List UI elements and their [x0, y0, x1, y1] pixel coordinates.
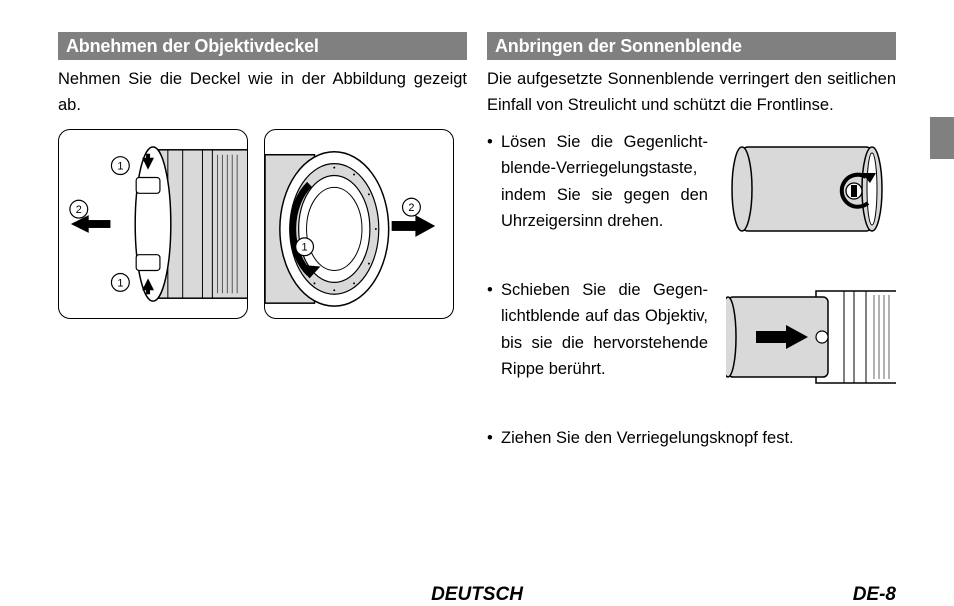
left-text: Nehmen Sie die Deckel wie in der Abbildu…	[58, 66, 467, 119]
bullet-3-text: Ziehen Sie den Verriegelungsknopf fest.	[487, 425, 896, 451]
bullet-2-text: Schieben Sie die Gegen­lichtblende auf d…	[487, 277, 708, 383]
svg-text:2: 2	[408, 202, 414, 214]
svg-text:2: 2	[76, 204, 82, 216]
footer-page: DE-8	[853, 584, 896, 606]
footer-language: DEUTSCH	[431, 584, 523, 606]
right-column: Anbringen der Sonnenblende Die aufgesetz…	[487, 32, 896, 451]
left-column: Abnehmen der Objektivdeckel Nehmen Sie d…	[58, 32, 467, 451]
right-heading: Anbringen der Sonnenblende	[487, 32, 896, 60]
rear-cap-illustration: 1 1 2	[59, 130, 247, 318]
figure-row: 1 1 2	[58, 129, 467, 319]
figure-rear-cap: 1 1 2	[58, 129, 248, 319]
svg-text:1: 1	[117, 277, 123, 289]
front-cap-illustration: 1 2	[265, 130, 453, 318]
right-intro: Die aufgesetzte Sonnenblende verringert …	[487, 66, 896, 119]
svg-text:1: 1	[117, 160, 123, 172]
bullet-2-figure	[726, 277, 896, 397]
bullet-row-3: Ziehen Sie den Verriegelungsknopf fest.	[487, 425, 896, 451]
left-heading: Abnehmen der Objektivdeckel	[58, 32, 467, 60]
bullet-row-1: Lösen Sie die Gegenlicht­blende-Verriege…	[487, 129, 896, 249]
hood-slide-illustration	[726, 277, 896, 397]
bullet-list: Lösen Sie die Gegenlicht­blende-Verriege…	[487, 129, 896, 451]
figure-front-cap: 1 2	[264, 129, 454, 319]
svg-text:1: 1	[302, 241, 308, 253]
content-columns: Abnehmen der Objektivdeckel Nehmen Sie d…	[58, 32, 896, 451]
bullet-1-figure	[726, 129, 896, 249]
hood-unlock-illustration	[726, 129, 896, 249]
bullet-1-text: Lösen Sie die Gegenlicht­blende-Verriege…	[487, 129, 708, 235]
bullet-row-2: Schieben Sie die Gegen­lichtblende auf d…	[487, 277, 896, 397]
section-tab	[930, 117, 954, 159]
